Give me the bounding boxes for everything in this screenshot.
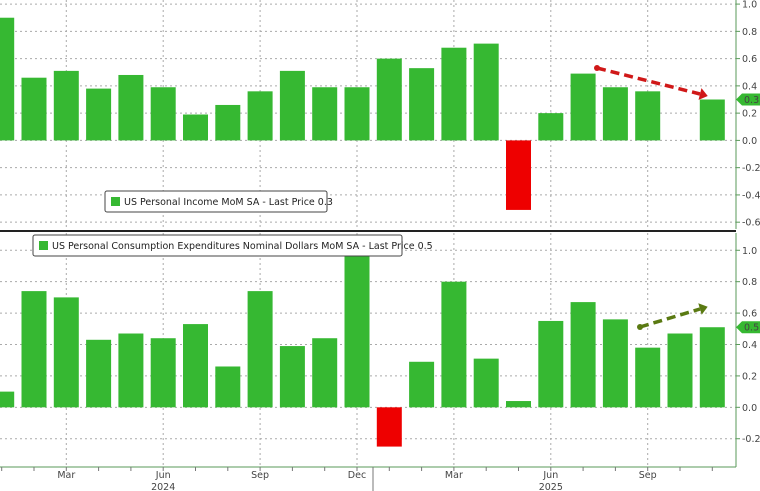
bar (506, 401, 531, 408)
bar (118, 74, 144, 141)
trend-arrow-head (698, 88, 708, 100)
x-tick-label: Mar (57, 470, 75, 481)
legend-swatch (39, 241, 48, 250)
bar (86, 88, 112, 141)
bar (183, 324, 208, 408)
y-tick-label: 0.2 (742, 109, 757, 120)
bar (376, 58, 402, 141)
last-price-tag (736, 93, 760, 106)
last-price-label: 0.3 (744, 95, 759, 106)
legend-label: US Personal Consumption Expenditures Nom… (52, 241, 433, 252)
bar (667, 333, 693, 408)
legend-swatch (111, 197, 120, 206)
bar (538, 320, 564, 408)
bar (344, 87, 370, 141)
bar (506, 140, 531, 210)
y-tick-label: 0.4 (742, 340, 757, 351)
bar (441, 47, 467, 141)
y-tick-label: 0.0 (742, 136, 757, 147)
pce-panel: 1.0 0.8 0.6 0.4 0.2 0.0 -0.2 0.5 US Personal Con… (0, 233, 760, 467)
x-tick-label: Jun (542, 470, 558, 481)
y-tick-label: -0.2 (742, 163, 760, 174)
bar (53, 70, 79, 141)
bar (635, 347, 661, 408)
bar (0, 391, 15, 408)
personal-income-panel: 1.0 0.8 0.6 0.4 0.2 0.0 -0.2 -0.4 -0.6 0.3 US Pers… (0, 0, 760, 229)
bar (699, 327, 725, 408)
bar (538, 113, 564, 141)
x-tick-label: Jun (155, 470, 171, 481)
bar (215, 104, 241, 141)
legend-label: US Personal Income MoM SA - Last Price 0… (124, 197, 333, 208)
bar (215, 366, 241, 408)
last-price-tag (736, 321, 760, 334)
y-tick-label: 0.6 (742, 309, 757, 320)
year-label: 2024 (151, 482, 175, 491)
y-tick-label: 1.0 (742, 246, 757, 257)
bar (409, 68, 435, 141)
bar (473, 358, 499, 408)
y-tick-label: 1.0 (742, 0, 757, 11)
bar (312, 338, 338, 408)
trend-arrow-head (698, 303, 708, 315)
x-tick-label: Mar (445, 470, 463, 481)
y-tick-label: -0.4 (742, 190, 760, 201)
x-tick-label: Dec (348, 470, 366, 481)
year-label: 2025 (539, 482, 563, 491)
bar (86, 339, 112, 408)
bar (183, 114, 208, 141)
bar (344, 254, 370, 408)
y-tick-label: 0.8 (742, 277, 757, 288)
bar (570, 302, 596, 408)
y-tick-label: 0.0 (742, 403, 757, 414)
bar (53, 297, 79, 408)
bar (473, 43, 499, 141)
y-tick-label: 0.2 (742, 371, 757, 382)
legend-box (32, 234, 403, 257)
trend-arrow-line (596, 66, 701, 96)
bar (602, 319, 628, 408)
bar (21, 77, 47, 141)
bar (376, 407, 402, 447)
bar (312, 87, 338, 141)
bar (150, 87, 176, 141)
bar (441, 281, 467, 408)
y-tick-label: 0.4 (742, 81, 757, 92)
legend-box (104, 190, 328, 213)
x-tick-label: Sep (639, 470, 657, 481)
bar (21, 291, 47, 408)
bar (0, 17, 15, 141)
bar (409, 361, 435, 408)
bar (118, 333, 144, 408)
bar (602, 87, 628, 141)
y-tick-label: 0.6 (742, 54, 757, 65)
bar (635, 91, 661, 141)
x-tick-label: Sep (251, 470, 269, 481)
y-tick-label: -0.6 (742, 218, 760, 229)
bar (699, 99, 725, 141)
last-price-label: 0.5 (744, 323, 759, 334)
bar (279, 346, 305, 408)
bar (247, 291, 273, 408)
y-tick-label: 0.8 (742, 27, 757, 38)
y-tick-label: -0.2 (742, 434, 760, 445)
bar (150, 338, 176, 408)
x-axis: Mar Jun Sep Dec Mar Jun Sep 2024 2025 (0, 466, 736, 491)
bar (247, 91, 273, 141)
bar (570, 73, 596, 141)
trend-arrow-line (639, 307, 701, 329)
bar (279, 70, 305, 141)
